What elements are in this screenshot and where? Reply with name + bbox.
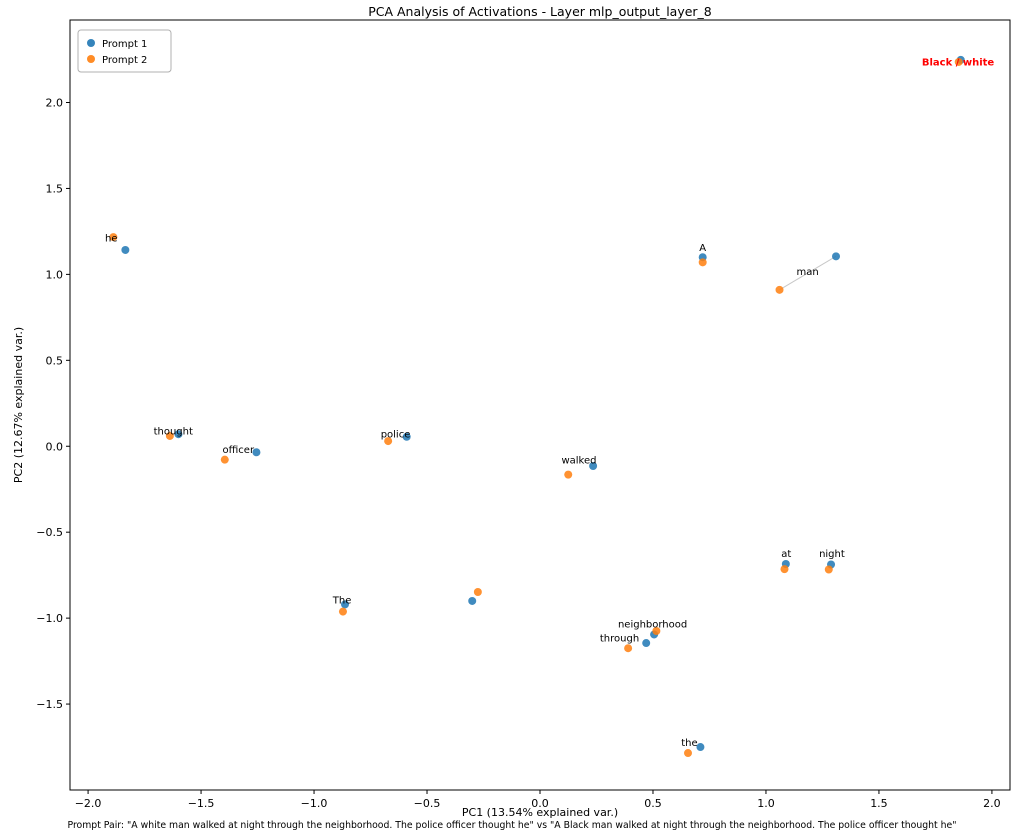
- token-label-through: through: [600, 633, 639, 644]
- x-axis-label: PC1 (13.54% explained var.): [461, 806, 619, 819]
- point-prompt2-at: [780, 565, 789, 574]
- pair-connector-man: [779, 255, 837, 291]
- token-label-the-cap: The: [332, 596, 352, 607]
- y-tick-label: 2.0: [46, 97, 64, 110]
- x-tick-label: −1.5: [188, 797, 215, 810]
- point-prompt1-thought: [174, 430, 183, 439]
- token-label-at: at: [781, 549, 791, 560]
- point-prompt2-through: [624, 644, 633, 653]
- point-prompt1-period: [468, 596, 477, 605]
- y-tick-label: 1.5: [46, 182, 64, 195]
- token-label-police: police: [381, 430, 411, 441]
- point-prompt2-the-cap: [338, 607, 347, 616]
- point-prompt1-he: [121, 245, 130, 254]
- x-tick-label: −0.5: [414, 797, 441, 810]
- y-axis-label: PC2 (12.67% explained var.): [12, 327, 25, 483]
- point-prompt1-walked: [589, 462, 598, 471]
- token-label-man: man: [796, 267, 818, 278]
- y-tick-label: −0.5: [36, 526, 63, 539]
- token-label-a: A: [699, 243, 706, 254]
- point-prompt2-period: [473, 588, 482, 596]
- x-tick-label: −2.0: [75, 797, 102, 810]
- token-label-neighborhood: neighborhood: [618, 620, 687, 631]
- x-tick-label: 1.0: [757, 797, 775, 810]
- point-prompt1-officer: [252, 448, 261, 457]
- x-tick-label: 0.5: [644, 797, 662, 810]
- plot-frame: [69, 19, 1011, 791]
- point-prompt2-officer: [220, 455, 229, 464]
- point-prompt2-neighborhood: [652, 627, 661, 636]
- x-tick-label: 1.5: [870, 797, 888, 810]
- legend-label-prompt2: Prompt 2: [102, 55, 147, 66]
- point-prompt2-the: [684, 749, 693, 758]
- token-label-thought: thought: [154, 427, 193, 438]
- point-prompt2-black-white: [954, 57, 963, 66]
- point-prompt2-police: [384, 437, 393, 446]
- point-prompt1-man: [832, 252, 841, 261]
- legend-marker-prompt1: [87, 39, 95, 47]
- point-prompt2-a: [698, 258, 707, 267]
- point-prompt2-he: [109, 233, 118, 242]
- y-tick-label: −1.5: [36, 698, 63, 711]
- point-prompt2-walked: [564, 470, 573, 479]
- x-tick-label: −1.0: [301, 797, 328, 810]
- point-prompt2-man: [775, 285, 784, 294]
- prompt-pair-caption: Prompt Pair: "A white man walked at nigh…: [67, 820, 957, 831]
- x-tick-label: 0.0: [531, 797, 549, 810]
- chart-title: PCA Analysis of Activations - Layer mlp_…: [368, 4, 712, 19]
- token-label-walked: walked: [561, 455, 596, 466]
- point-prompt1-police: [402, 432, 411, 441]
- point-prompt1-the: [696, 743, 705, 752]
- legend-label-prompt1: Prompt 1: [102, 39, 147, 50]
- legend-box: [77, 29, 172, 73]
- point-prompt1-the-cap: [340, 600, 349, 609]
- y-tick-label: 0.5: [46, 354, 64, 367]
- x-tick-label: 2.0: [983, 797, 1001, 810]
- token-label-officer: officer: [223, 445, 255, 456]
- token-label-the: the: [681, 738, 697, 749]
- token-label-night: night: [819, 549, 845, 560]
- point-prompt2-thought: [165, 431, 174, 440]
- y-tick-label: 0.0: [46, 440, 64, 453]
- y-tick-label: −1.0: [36, 612, 63, 625]
- legend-marker-prompt2: [87, 55, 95, 63]
- point-prompt2-night: [824, 565, 833, 574]
- token-label-he: he: [105, 234, 118, 245]
- point-prompt1-through: [642, 639, 651, 648]
- token-label-black-white: Black / white: [922, 58, 995, 69]
- y-tick-label: 1.0: [46, 268, 64, 281]
